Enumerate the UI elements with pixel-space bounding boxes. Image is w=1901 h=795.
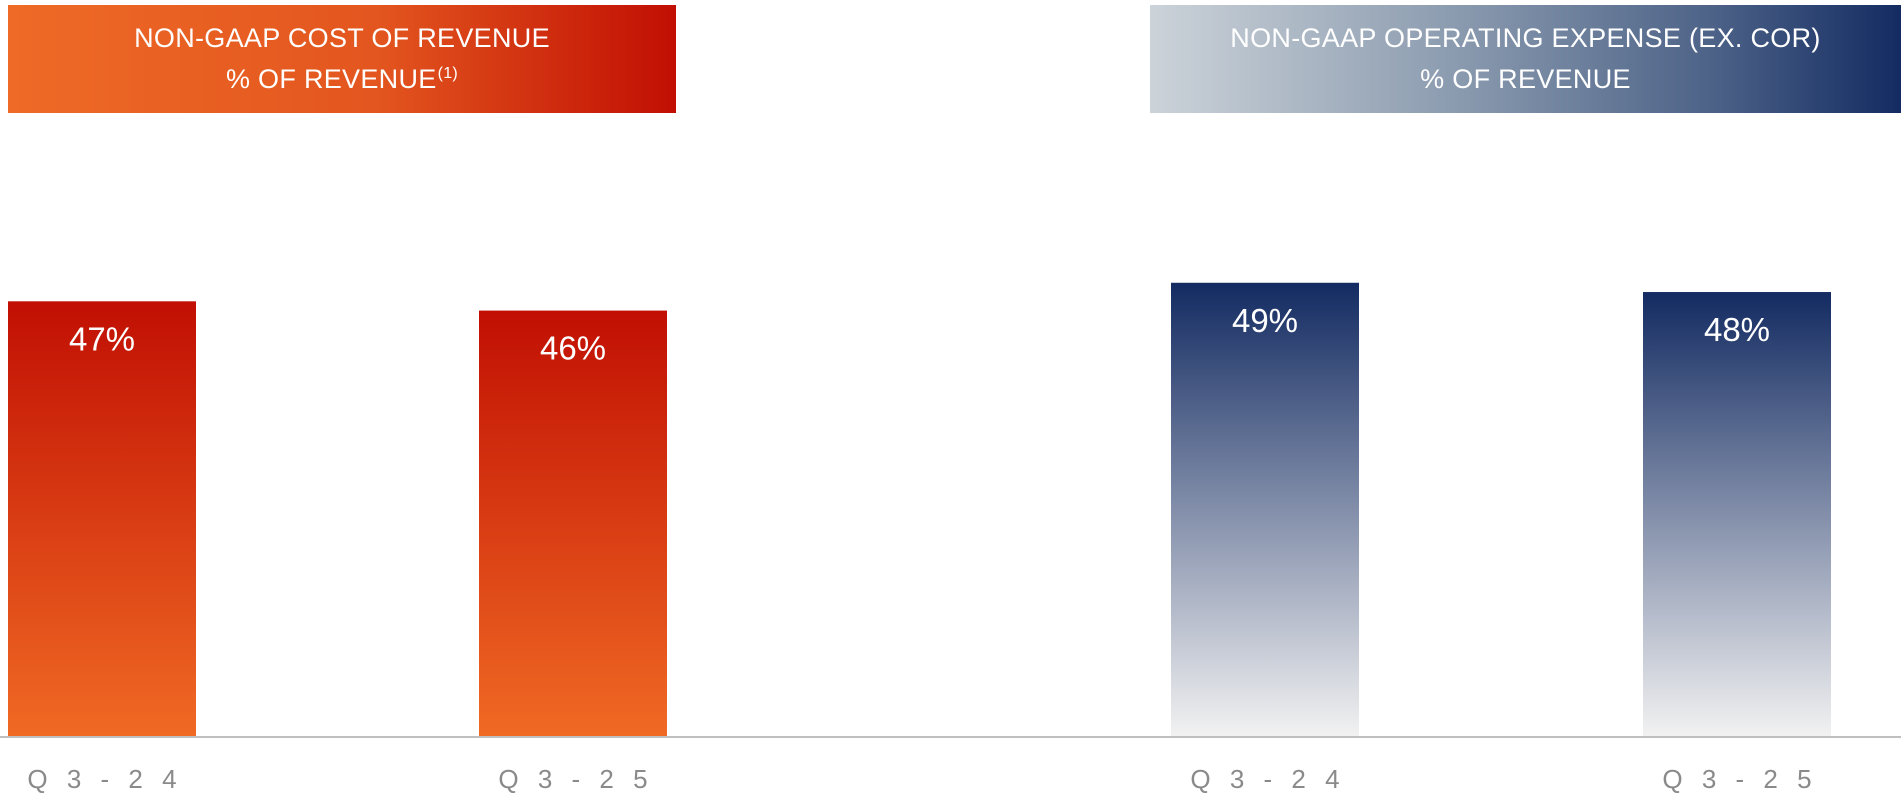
cost-of-revenue-title-line2-text: % OF REVENUE [225, 64, 437, 94]
tick-label-chart2-q3-24: Q 3 - 2 4 [1190, 764, 1345, 794]
cost-of-revenue-title: NON-GAAP COST OF REVENUE % OF REVENUE(1) [8, 5, 676, 113]
cost-of-revenue-title-line1: NON-GAAP COST OF REVENUE [134, 23, 550, 53]
bar-chart1-q3-25 [479, 310, 667, 737]
bar-chart2-q3-25 [1643, 292, 1831, 737]
bar-chart2-q3-24 [1171, 282, 1359, 737]
tick-label-chart1-q3-25: Q 3 - 2 5 [498, 764, 653, 794]
data-label-chart2-q3-24: 49% [1232, 302, 1298, 339]
operating-expense-title-line2: % OF REVENUE [1420, 64, 1631, 94]
tick-label-chart2-q3-25: Q 3 - 2 5 [1662, 764, 1817, 794]
footnote-marker: (1) [437, 65, 459, 82]
cost-of-revenue-title-line2: % OF REVENUE(1) [226, 59, 458, 100]
data-label-chart1-q3-24: 47% [69, 320, 135, 357]
tick-label-chart1-q3-24: Q 3 - 2 4 [27, 764, 182, 794]
bar-chart1-q3-24 [8, 301, 196, 737]
operating-expense-title-line1: NON-GAAP OPERATING EXPENSE (EX. COR) [1230, 23, 1821, 53]
data-label-chart2-q3-25: 48% [1704, 311, 1770, 348]
data-label-chart1-q3-25: 46% [540, 330, 606, 367]
operating-expense-title: NON-GAAP OPERATING EXPENSE (EX. COR) % O… [1150, 5, 1901, 113]
